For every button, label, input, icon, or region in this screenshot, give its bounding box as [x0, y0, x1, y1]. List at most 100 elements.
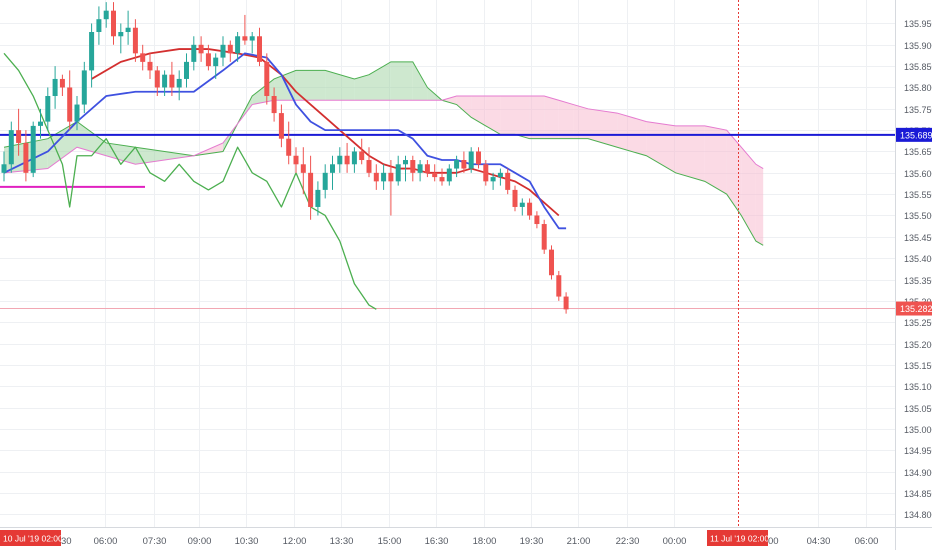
candle-up [8, 130, 14, 165]
candle-down [483, 164, 489, 182]
candle-down [373, 172, 379, 182]
date-marker-bg [707, 530, 768, 546]
candle-down [111, 10, 116, 37]
candle-down [227, 44, 233, 54]
candles [1, 2, 569, 314]
candle-down [23, 142, 29, 173]
candle-up [403, 160, 408, 165]
last-price-label-bg [896, 301, 932, 316]
candle-down [154, 70, 160, 88]
price-tick-label: 134.950 [904, 446, 932, 456]
candle-down [366, 160, 372, 173]
candle-down [300, 164, 306, 173]
candle-up [52, 78, 58, 97]
time-axis[interactable]: 06:00 07:30 09:00 10:30 12:00 13:30 15:00 16:30… [0, 530, 878, 547]
cloud-bearish [471, 96, 486, 126]
candle-up [220, 44, 226, 58]
time-tick-label-partial: 30 [61, 536, 72, 547]
candle-down [16, 130, 22, 143]
candle-down [512, 189, 518, 207]
cloud-bearish [500, 96, 515, 135]
cloud-bullish [47, 121, 77, 169]
candle-up [89, 32, 95, 71]
candle-down [147, 61, 153, 71]
cloud-bearish [726, 130, 742, 216]
ichimoku-cloud [3, 61, 764, 246]
candle-up [176, 78, 182, 88]
price-label-bg [896, 127, 932, 142]
price-tick-label: 134.850 [904, 489, 932, 499]
cloud-bullish [164, 151, 194, 161]
time-tick-label: 06:00 [94, 536, 118, 547]
candle-down [198, 44, 204, 54]
candle-down [169, 74, 175, 88]
price-tick-label: 135.150 [904, 361, 932, 371]
time-tick-label: 06:00 [855, 536, 879, 547]
time-tick-label: 15:00 [378, 536, 402, 547]
candle-down [264, 61, 270, 97]
price-tick-label: 135.400 [904, 254, 932, 264]
candle-down [286, 138, 292, 156]
price-axis[interactable]: 134.800 134.850 134.900 134.950 135.000 135.0… [896, 19, 932, 520]
candle-up [519, 202, 525, 207]
date-marker-label: 10 Jul '19 02:00 [3, 534, 63, 544]
candle-down [359, 151, 365, 161]
candle-up [30, 125, 36, 173]
candle-up [497, 172, 503, 178]
cloud-bearish [741, 147, 756, 242]
candle-down [67, 87, 73, 122]
time-tick-label: 09:00 [188, 536, 212, 547]
candle-down [556, 275, 562, 297]
candle-down [541, 224, 547, 250]
date-marker-label: 11 Jul '19 02:00 [710, 534, 769, 544]
senkou-span-a [3, 61, 764, 246]
price-tick-label: 135.900 [904, 41, 932, 51]
candle-down [59, 78, 65, 88]
candle-up [45, 96, 51, 122]
time-tick-label: 18:00 [473, 536, 497, 547]
price-tick-label: 135.200 [904, 340, 932, 350]
time-tick-label: 12:00 [283, 536, 307, 547]
cloud-bearish [573, 104, 588, 139]
cloud-bearish [588, 108, 618, 148]
time-tick-label: 19:30 [520, 536, 544, 547]
cloud-bearish [544, 96, 559, 139]
candle-down [461, 160, 467, 169]
candle-up [184, 61, 189, 79]
price-tick-label: 135.750 [904, 105, 932, 115]
cloud-bullish [412, 61, 428, 101]
cloud-bullish [390, 61, 413, 101]
time-tick-label: 16:30 [425, 536, 449, 547]
candle-up [1, 164, 7, 173]
candle-up [191, 44, 197, 62]
candle-up [395, 164, 401, 182]
candle-up [125, 27, 131, 33]
cloud-bearish [456, 96, 472, 118]
candle-down [388, 172, 394, 182]
cloud-bullish [325, 70, 355, 101]
candle-down [549, 249, 554, 276]
candle-down [132, 27, 138, 54]
candle-up [235, 36, 241, 54]
candle-up [249, 36, 255, 41]
candle-down [278, 113, 284, 139]
candle-down [432, 172, 438, 178]
price-tick-label: 135.950 [904, 19, 932, 29]
candle-down [424, 164, 430, 173]
price-tick-label: 135.000 [904, 425, 932, 435]
cloud-bearish [558, 100, 574, 139]
price-tick-label: 135.450 [904, 233, 932, 243]
candle-up [162, 74, 168, 88]
candle-down [439, 177, 445, 182]
time-tick-label: 13:30 [330, 536, 354, 547]
time-tick-label: 07:30 [143, 536, 167, 547]
candle-up [118, 32, 124, 37]
candle-up [446, 168, 452, 182]
time-tick-label: 10:30 [235, 536, 259, 547]
price-tick-label: 135.500 [904, 211, 932, 221]
candle-up [81, 70, 87, 105]
candle-up [103, 10, 109, 20]
